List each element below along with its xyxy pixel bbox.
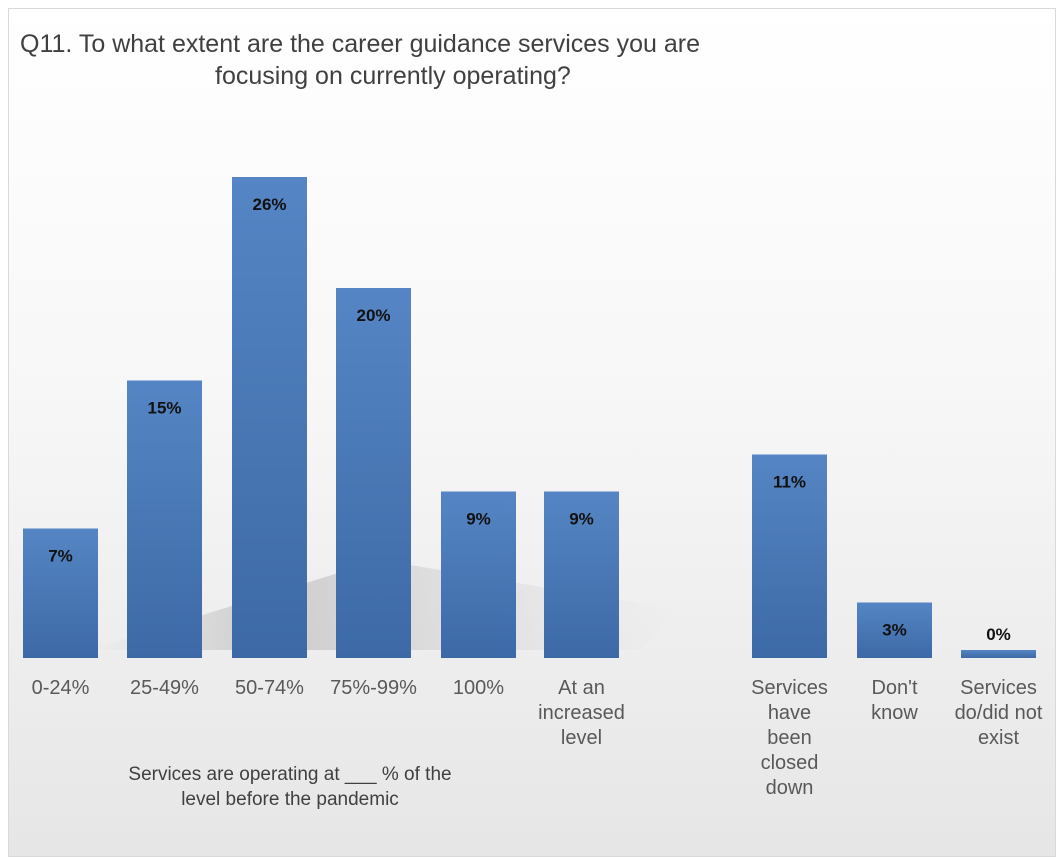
category-label-line: 75%-99%	[330, 677, 417, 699]
category-label-line: have	[767, 702, 812, 724]
category-label-line: closed	[760, 752, 819, 774]
data-label-3: 26%	[252, 195, 286, 214]
group-label: Services are operating at ___ % of the l…	[60, 762, 520, 812]
category-label-8: Don't know	[840, 676, 950, 726]
bar-3	[232, 177, 307, 658]
category-label-line: been	[767, 727, 812, 749]
category-label-2: 25-49%	[110, 676, 220, 701]
data-label-7: 11%	[773, 473, 806, 492]
bar-4	[336, 288, 411, 658]
bar-9	[961, 650, 1036, 658]
category-label-line: increased	[538, 702, 625, 724]
chart-title: Q11. To what extent are the career guida…	[20, 28, 840, 92]
category-label-4: 75%-99%	[319, 676, 429, 701]
group-label-line-1: Services are operating at ___ % of the	[128, 764, 452, 785]
category-label-1: 0-24%	[6, 676, 116, 701]
category-label-line: exist	[977, 727, 1020, 749]
data-label-8: 3%	[882, 621, 907, 640]
bar-8	[857, 602, 932, 658]
category-label-3: 50-74%	[215, 676, 325, 701]
category-label-line: Services	[960, 677, 1037, 699]
category-label-line: do/did not	[954, 702, 1043, 724]
category-label-7: Services have been closed down	[735, 676, 845, 801]
bar-1	[23, 528, 98, 658]
category-label-6: At an increased level	[527, 676, 637, 751]
data-label-5: 9%	[466, 510, 491, 529]
category-label-line: 50-74%	[235, 677, 304, 699]
bar-5	[441, 491, 516, 658]
data-label-2: 15%	[147, 399, 181, 418]
chart-title-line-2: focusing on currently operating?	[215, 62, 571, 90]
data-label-9: 0%	[986, 625, 1011, 644]
category-label-line: down	[765, 777, 814, 799]
category-label-line: 100%	[452, 677, 505, 699]
category-label-line: Don't	[871, 677, 918, 699]
category-label-line: 25-49%	[130, 677, 199, 699]
data-label-6: 9%	[569, 510, 594, 529]
category-label-line: level	[560, 727, 603, 749]
group-label-line-2: level before the pandemic	[181, 789, 399, 810]
category-label-line: Services	[751, 677, 828, 699]
data-label-4: 20%	[356, 306, 390, 325]
category-label-9: Services do/did not exist	[944, 676, 1054, 751]
bar-2	[127, 380, 202, 658]
category-label-line: 0-24%	[31, 677, 90, 699]
bar-6	[544, 491, 619, 658]
chart-title-line-1: Q11. To what extent are the career guida…	[20, 30, 701, 58]
data-label-1: 7%	[48, 547, 73, 566]
category-label-line: know	[871, 702, 918, 724]
bar-7	[752, 454, 827, 658]
category-label-line: At an	[558, 677, 605, 699]
category-label-5: 100%	[424, 676, 534, 701]
